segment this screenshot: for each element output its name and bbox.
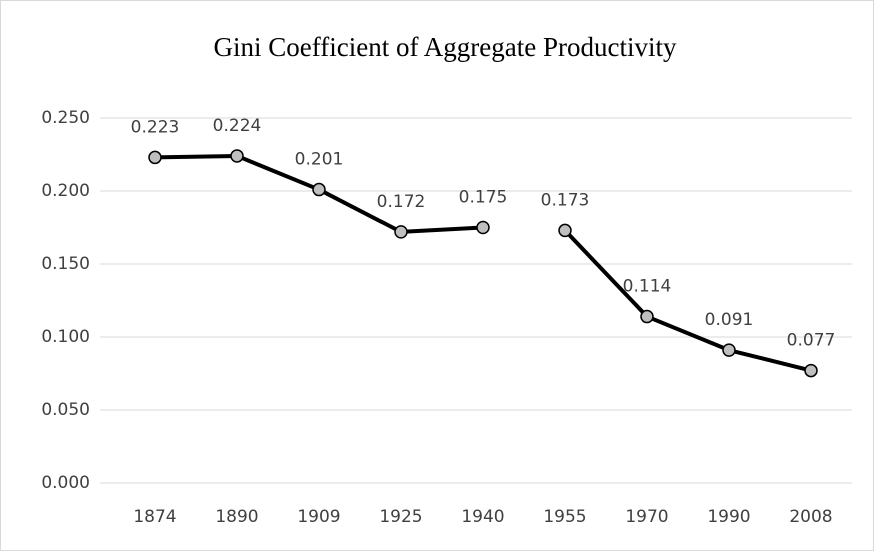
- x-tick-label: 1940: [461, 507, 504, 527]
- point-marker: [312, 182, 326, 197]
- x-tick-label: 1955: [543, 507, 586, 527]
- data-label: 0.172: [377, 192, 426, 212]
- data-label: 0.077: [787, 331, 836, 351]
- data-label: 0.091: [705, 310, 754, 330]
- x-tick-label: 1909: [297, 507, 340, 527]
- data-label: 0.201: [295, 150, 344, 170]
- chart-title: Gini Coefficient of Aggregate Productivi…: [214, 32, 677, 62]
- y-tick-label: 0.150: [41, 254, 90, 274]
- data-label: 0.175: [459, 188, 508, 208]
- data-label: 0.114: [623, 277, 672, 297]
- point-marker: [804, 363, 818, 378]
- point-marker: [640, 309, 654, 324]
- x-tick-label: 1925: [379, 507, 422, 527]
- data-label: 0.173: [541, 190, 590, 210]
- x-tick-label: 1874: [133, 507, 176, 527]
- x-tick-label: 1970: [625, 507, 668, 527]
- point-marker: [722, 343, 736, 357]
- series-line: [563, 229, 812, 373]
- x-tick-label: 1990: [707, 507, 750, 527]
- point-marker: [558, 223, 572, 238]
- x-tick-label: 2008: [789, 507, 832, 527]
- y-tick-label: 0.250: [41, 108, 90, 128]
- data-label: 0.224: [213, 116, 262, 136]
- data-label: 0.223: [131, 117, 180, 137]
- point-marker: [230, 149, 244, 163]
- point-marker: [476, 220, 490, 235]
- point-marker: [394, 225, 408, 239]
- y-tick-label: 0.200: [41, 181, 90, 201]
- y-tick-label: 0.100: [41, 327, 90, 347]
- y-tick-label: 0.000: [41, 473, 90, 493]
- x-tick-label: 1890: [215, 507, 258, 527]
- point-marker: [148, 150, 162, 165]
- y-tick-label: 0.050: [41, 400, 90, 420]
